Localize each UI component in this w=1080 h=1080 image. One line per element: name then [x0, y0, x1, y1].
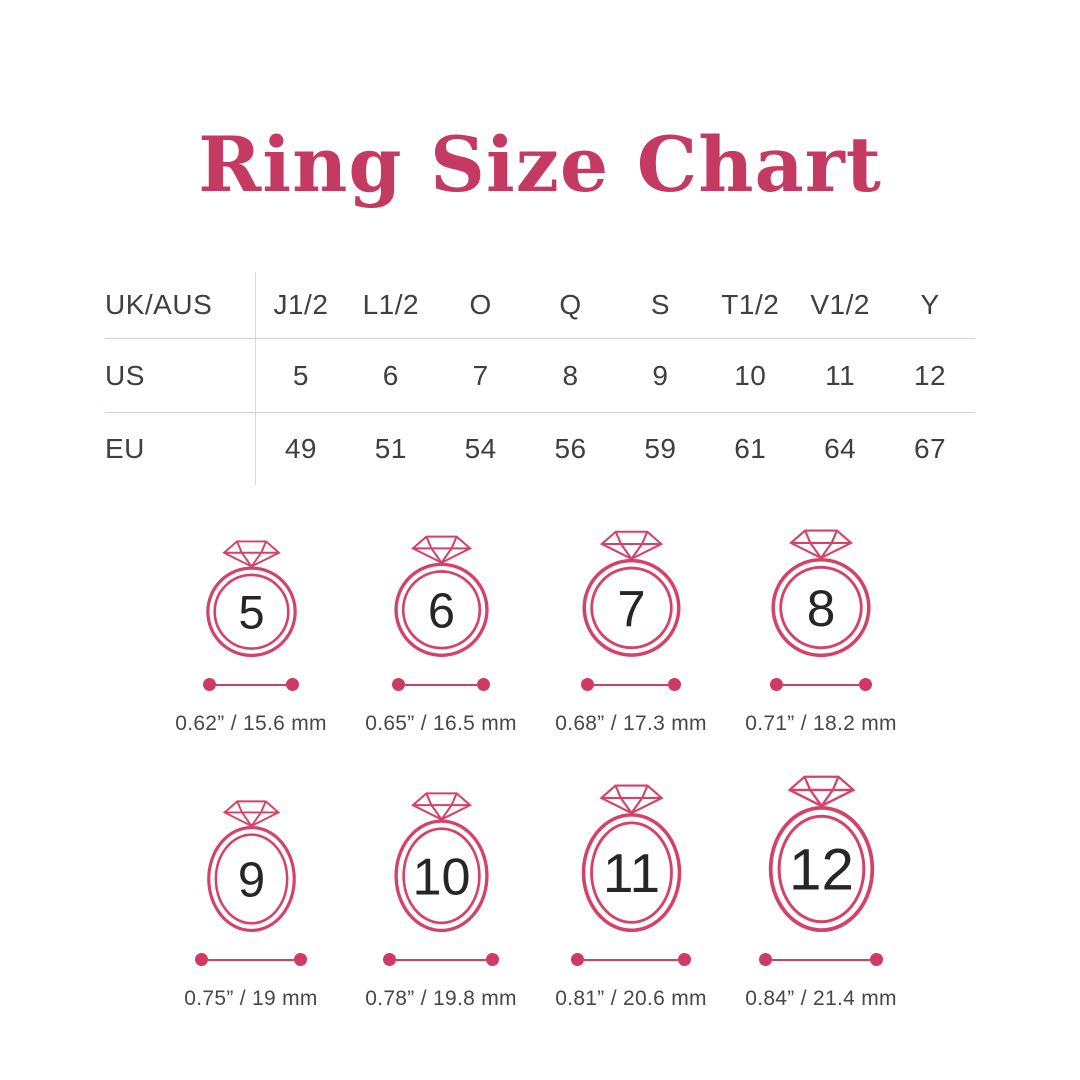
diamond-ring-icon: 6 [393, 535, 489, 657]
size-conversion-table: UK/AUS J1/2 L1/2 O Q S T1/2 V1/2 Y US 5 … [105, 272, 975, 485]
table-cell: 5 [292, 359, 309, 391]
table-cell: 8 [562, 359, 579, 391]
diamond-ring-icon: 11 [581, 784, 681, 933]
diameter-line [581, 678, 681, 691]
line-rule [772, 958, 870, 961]
line-dot-left [203, 678, 216, 691]
line-dot-right [678, 953, 691, 966]
line-rule [396, 958, 486, 961]
diameter-line [203, 678, 299, 691]
line-rule [405, 683, 477, 686]
line-dot-right [486, 953, 499, 966]
ring-size-card-9: 9 0.75” / 19 mm [156, 765, 346, 1012]
diameter-label: 0.81” / 20.6 mm [555, 987, 707, 1010]
line-dot-right [859, 678, 872, 691]
diameter-line [571, 953, 691, 966]
row-label: UK/AUS [105, 272, 256, 338]
row-label: US [105, 339, 256, 412]
diamond-ring-icon: 9 [206, 800, 296, 932]
line-dot-left [581, 678, 594, 691]
table-cell: J1/2 [273, 289, 329, 320]
ring-size-card-11: 11 0.81” / 20.6 mm [536, 765, 726, 1012]
table-cell: S [650, 289, 671, 320]
table-cell: 12 [913, 359, 947, 391]
table-cell: O [469, 289, 492, 320]
diameter-line [759, 953, 883, 966]
line-dot-left [392, 678, 405, 691]
ring-size-card-5: 5 0.62” / 15.6 mm [156, 527, 346, 737]
table-cell: L1/2 [362, 289, 420, 320]
table-cell: 11 [825, 359, 856, 391]
diameter-label: 0.84” / 21.4 mm [745, 987, 897, 1010]
ring-size-card-10: 10 0.78” / 19.8 mm [346, 765, 536, 1012]
line-dot-right [294, 953, 307, 966]
table-cell: 10 [734, 359, 767, 391]
table-cell: Y [920, 289, 940, 320]
line-dot-right [286, 678, 299, 691]
ring-size-number: 11 [602, 842, 659, 904]
ring-size-card-8: 8 0.71” / 18.2 mm [726, 527, 916, 737]
ring-size-card-12: 12 0.84” / 21.4 mm [726, 765, 916, 1012]
table-cell: 51 [374, 433, 407, 464]
diameter-label: 0.65” / 16.5 mm [365, 712, 517, 735]
ring-row-bottom: 9 0.75” / 19 mm 10 0.78” / 19.8 mm [156, 765, 916, 1012]
line-rule [208, 958, 294, 961]
diamond-ring-icon: 5 [205, 540, 297, 658]
diameter-line [383, 953, 499, 966]
line-dot-left [770, 678, 783, 691]
ring-size-card-7: 7 0.68” / 17.3 mm [536, 527, 726, 737]
line-dot-left [759, 953, 772, 966]
ring-size-card-6: 6 0.65” / 16.5 mm [346, 527, 536, 737]
table-cell: 9 [652, 359, 669, 391]
line-rule [584, 958, 678, 961]
ring-size-number: 10 [412, 848, 470, 906]
diamond-ring-icon: 10 [393, 792, 489, 933]
page-title: Ring Size Chart [198, 120, 882, 209]
table-cell: 6 [382, 359, 399, 391]
diamond-ring-icon: 12 [768, 775, 874, 933]
table-cell: 59 [644, 433, 677, 464]
line-rule [783, 683, 859, 686]
table-cell: 64 [824, 433, 857, 464]
ring-size-number: 7 [617, 580, 645, 637]
ring-size-number: 5 [238, 587, 264, 639]
diameter-line [392, 678, 490, 691]
line-dot-left [195, 953, 208, 966]
ring-size-number: 8 [807, 580, 836, 637]
table-cell: 7 [472, 359, 489, 391]
diameter-line [195, 953, 307, 966]
line-dot-right [477, 678, 490, 691]
line-dot-right [870, 953, 883, 966]
table-cell: 67 [913, 433, 947, 464]
ring-size-number: 9 [237, 853, 264, 907]
ring-size-number: 6 [427, 584, 454, 638]
table-cell: Q [559, 289, 582, 320]
table-cell: 61 [734, 433, 767, 464]
diameter-label: 0.71” / 18.2 mm [745, 712, 897, 735]
line-dot-right [668, 678, 681, 691]
table-cell: V1/2 [810, 289, 870, 320]
table-cell: T1/2 [721, 289, 780, 320]
line-dot-left [383, 953, 396, 966]
line-rule [216, 683, 286, 686]
diameter-label: 0.68” / 17.3 mm [555, 712, 707, 735]
table-row-eu: EU 49 51 54 56 59 61 64 67 [105, 412, 975, 485]
ring-size-number: 12 [789, 838, 854, 903]
table-cell: 49 [284, 433, 318, 464]
ring-row-top: 5 0.62” / 15.6 mm 6 0.65” / 16.5 mm [156, 527, 916, 737]
table-row-us: US 5 6 7 8 9 10 11 12 [105, 338, 975, 412]
diameter-label: 0.75” / 19 mm [184, 987, 318, 1010]
diameter-label: 0.78” / 19.8 mm [365, 987, 517, 1010]
row-label: EU [105, 413, 256, 485]
table-row-ukaus: UK/AUS J1/2 L1/2 O Q S T1/2 V1/2 Y [105, 272, 975, 338]
diameter-label: 0.62” / 15.6 mm [175, 712, 327, 735]
table-cell: 54 [464, 433, 497, 464]
line-rule [594, 683, 668, 686]
diameter-line [770, 678, 872, 691]
diamond-ring-icon: 8 [771, 529, 871, 658]
line-dot-left [571, 953, 584, 966]
diamond-ring-icon: 7 [582, 530, 680, 657]
table-cell: 56 [554, 433, 587, 464]
